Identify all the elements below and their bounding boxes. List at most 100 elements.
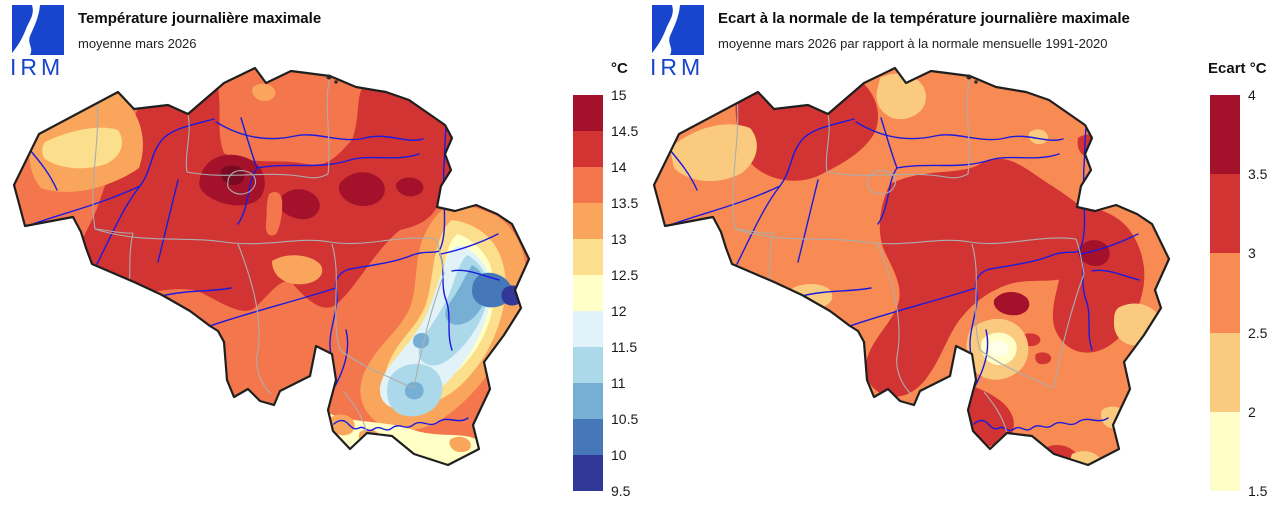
province-boundaries bbox=[732, 75, 1085, 434]
province-boundary-line bbox=[343, 391, 368, 434]
temperature-contour-region bbox=[1142, 360, 1169, 390]
river-line bbox=[333, 417, 469, 432]
temperature-contour-region bbox=[670, 124, 757, 182]
province-boundary-line bbox=[966, 75, 971, 175]
temperature-contour-region bbox=[1077, 240, 1110, 266]
province-boundary-line bbox=[732, 95, 739, 230]
enclave-speck bbox=[974, 80, 978, 84]
province-boundary-line bbox=[331, 243, 341, 351]
river-line bbox=[896, 153, 1060, 169]
legend-tick-label: 15 bbox=[611, 87, 627, 103]
province-boundary-line bbox=[1053, 273, 1085, 389]
legend-tick-label: 12 bbox=[611, 303, 627, 319]
temperature-contour-region bbox=[1028, 129, 1048, 145]
right-titles: Ecart à la normale de la température jou… bbox=[718, 10, 1130, 51]
legend-tick-label: 10 bbox=[611, 447, 627, 463]
river-line bbox=[973, 329, 989, 389]
temperature-contour-region bbox=[272, 255, 323, 285]
temperature-contour-region bbox=[989, 340, 1009, 357]
enclave-specks bbox=[326, 74, 338, 84]
legend-color-swatch bbox=[1210, 174, 1240, 254]
temperature-contour-region bbox=[395, 177, 424, 197]
irm-logo-text: IRM bbox=[10, 54, 65, 80]
legend-color-swatch bbox=[573, 347, 603, 383]
river-line bbox=[973, 417, 1109, 432]
left-map-title: Température journalière maximale bbox=[78, 10, 322, 27]
irm-logo-left: IRM bbox=[10, 5, 72, 79]
country-border bbox=[652, 66, 1171, 467]
temperature-contour-region bbox=[735, 84, 879, 181]
province-boundary-line bbox=[185, 113, 190, 173]
legend-tick-label: 10.5 bbox=[611, 411, 639, 427]
river-line bbox=[797, 179, 819, 263]
river-line bbox=[333, 329, 349, 389]
right-legend-header: Ecart °C bbox=[1208, 60, 1267, 77]
river-line bbox=[440, 233, 499, 255]
province-boundaries bbox=[92, 75, 445, 434]
legend-color-swatch bbox=[573, 167, 603, 203]
temperature-contour-region bbox=[265, 192, 283, 236]
river-line bbox=[451, 269, 500, 281]
legend-tick-label: 9.5 bbox=[611, 483, 631, 499]
legend-color-swatch bbox=[573, 95, 603, 131]
temperature-contour-region bbox=[338, 172, 385, 206]
legend-tick-label: 11.5 bbox=[611, 339, 638, 355]
temperature-contour-region bbox=[472, 272, 512, 308]
river-line bbox=[736, 118, 855, 265]
temperature-contour-region bbox=[501, 285, 524, 306]
legend-color-swatch bbox=[1210, 332, 1240, 412]
province-boundary-line bbox=[825, 113, 830, 173]
legend-color-swatch bbox=[1210, 253, 1240, 333]
legend-color-swatch bbox=[573, 311, 603, 347]
river-line bbox=[161, 287, 232, 297]
legend-color-swatch bbox=[573, 455, 603, 491]
river-line bbox=[256, 153, 420, 169]
province-boundary-line bbox=[237, 243, 272, 395]
province-boundary-line bbox=[94, 228, 437, 245]
country-border bbox=[12, 66, 531, 467]
province-boundary-line bbox=[971, 243, 981, 351]
legend-tick-label: 2.5 bbox=[1248, 324, 1268, 341]
legend-color-swatch bbox=[573, 203, 603, 239]
legend-tick-label: 13.5 bbox=[611, 195, 639, 211]
river-line bbox=[157, 179, 179, 263]
rivers bbox=[24, 117, 500, 432]
temperature-contour-region bbox=[876, 73, 926, 120]
irm-logo-text: IRM bbox=[650, 54, 705, 80]
temperature-contour-region bbox=[42, 127, 122, 169]
province-boundary-line bbox=[339, 349, 413, 389]
legend-tick-label: 13 bbox=[611, 231, 627, 247]
temperature-contour-region bbox=[412, 468, 449, 487]
river-line bbox=[855, 121, 1064, 141]
temperature-contour-region bbox=[994, 454, 1032, 465]
province-boundary-line bbox=[983, 391, 1008, 434]
temperature-contour-region bbox=[993, 291, 1030, 316]
legend-tick-label: 11 bbox=[611, 375, 626, 391]
province-boundary-line bbox=[1075, 238, 1085, 275]
province-boundary-line bbox=[227, 170, 257, 195]
province-boundary-line bbox=[877, 243, 912, 395]
province-boundary-line bbox=[435, 238, 445, 275]
left-legend-labels: 15 14.5 14 13.5 13 12.5 12 11.5 11 10.5 10 9.5 bbox=[611, 0, 671, 507]
legend-color-swatch bbox=[1210, 95, 1240, 175]
province-boundary-line bbox=[867, 170, 897, 195]
enclave-speck bbox=[326, 74, 332, 80]
legend-color-swatch bbox=[1210, 411, 1240, 491]
province-boundary-line bbox=[734, 228, 1077, 245]
province-boundary-line bbox=[92, 95, 99, 230]
irm-logo-right: IRM bbox=[650, 5, 712, 79]
belgium-map-temperature bbox=[12, 66, 531, 487]
legend-tick-label: 2 bbox=[1248, 403, 1256, 420]
river-line bbox=[96, 118, 215, 265]
enclave-speck bbox=[334, 80, 338, 84]
province-boundary-line bbox=[979, 349, 1053, 389]
temperature-contour-region bbox=[252, 83, 276, 101]
legend-color-swatch bbox=[573, 239, 603, 275]
right-map-subtitle: moyenne mars 2026 par rapport à la norma… bbox=[718, 36, 1108, 51]
river-line bbox=[215, 121, 424, 141]
left-map-subtitle: moyenne mars 2026 bbox=[78, 36, 197, 51]
legend-tick-label: 3.5 bbox=[1248, 166, 1268, 183]
river-line bbox=[209, 287, 337, 327]
legend-tick-label: 3 bbox=[1248, 245, 1256, 262]
